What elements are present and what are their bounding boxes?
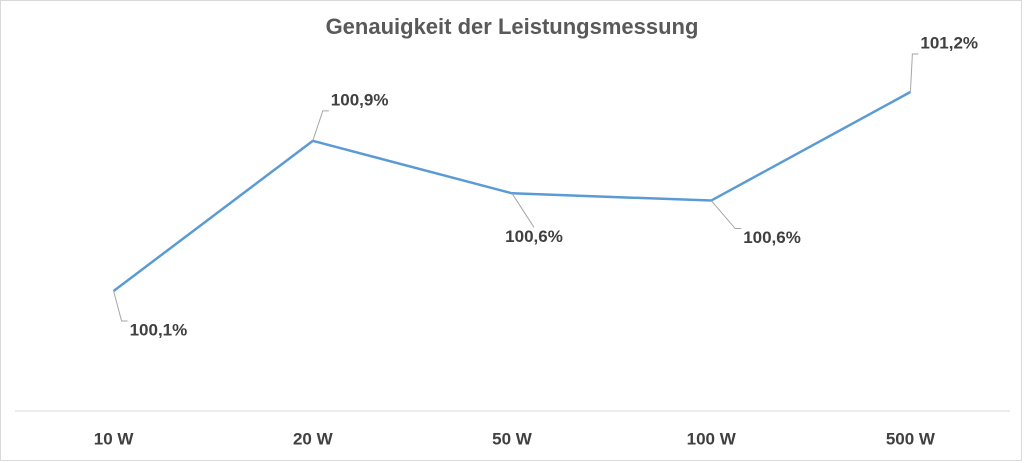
x-tick-label: 100 W <box>687 429 737 448</box>
data-label: 100,1% <box>130 320 188 339</box>
chart-title: Genauigkeit der Leistungsmessung <box>326 14 699 39</box>
leader-line <box>909 53 919 93</box>
data-label: 100,6% <box>743 228 801 247</box>
x-tick-label: 10 W <box>94 429 135 448</box>
data-label: 100,6% <box>505 227 563 246</box>
x-tick-label: 50 W <box>492 429 533 448</box>
data-label: 100,9% <box>331 90 389 109</box>
leader-line <box>511 193 535 228</box>
leader-line <box>710 200 742 230</box>
x-tick-label: 20 W <box>293 429 334 448</box>
x-tick-label: 500 W <box>886 429 936 448</box>
leader-line <box>113 290 128 322</box>
data-label: 101,2% <box>920 33 978 52</box>
leader-line <box>312 110 329 142</box>
